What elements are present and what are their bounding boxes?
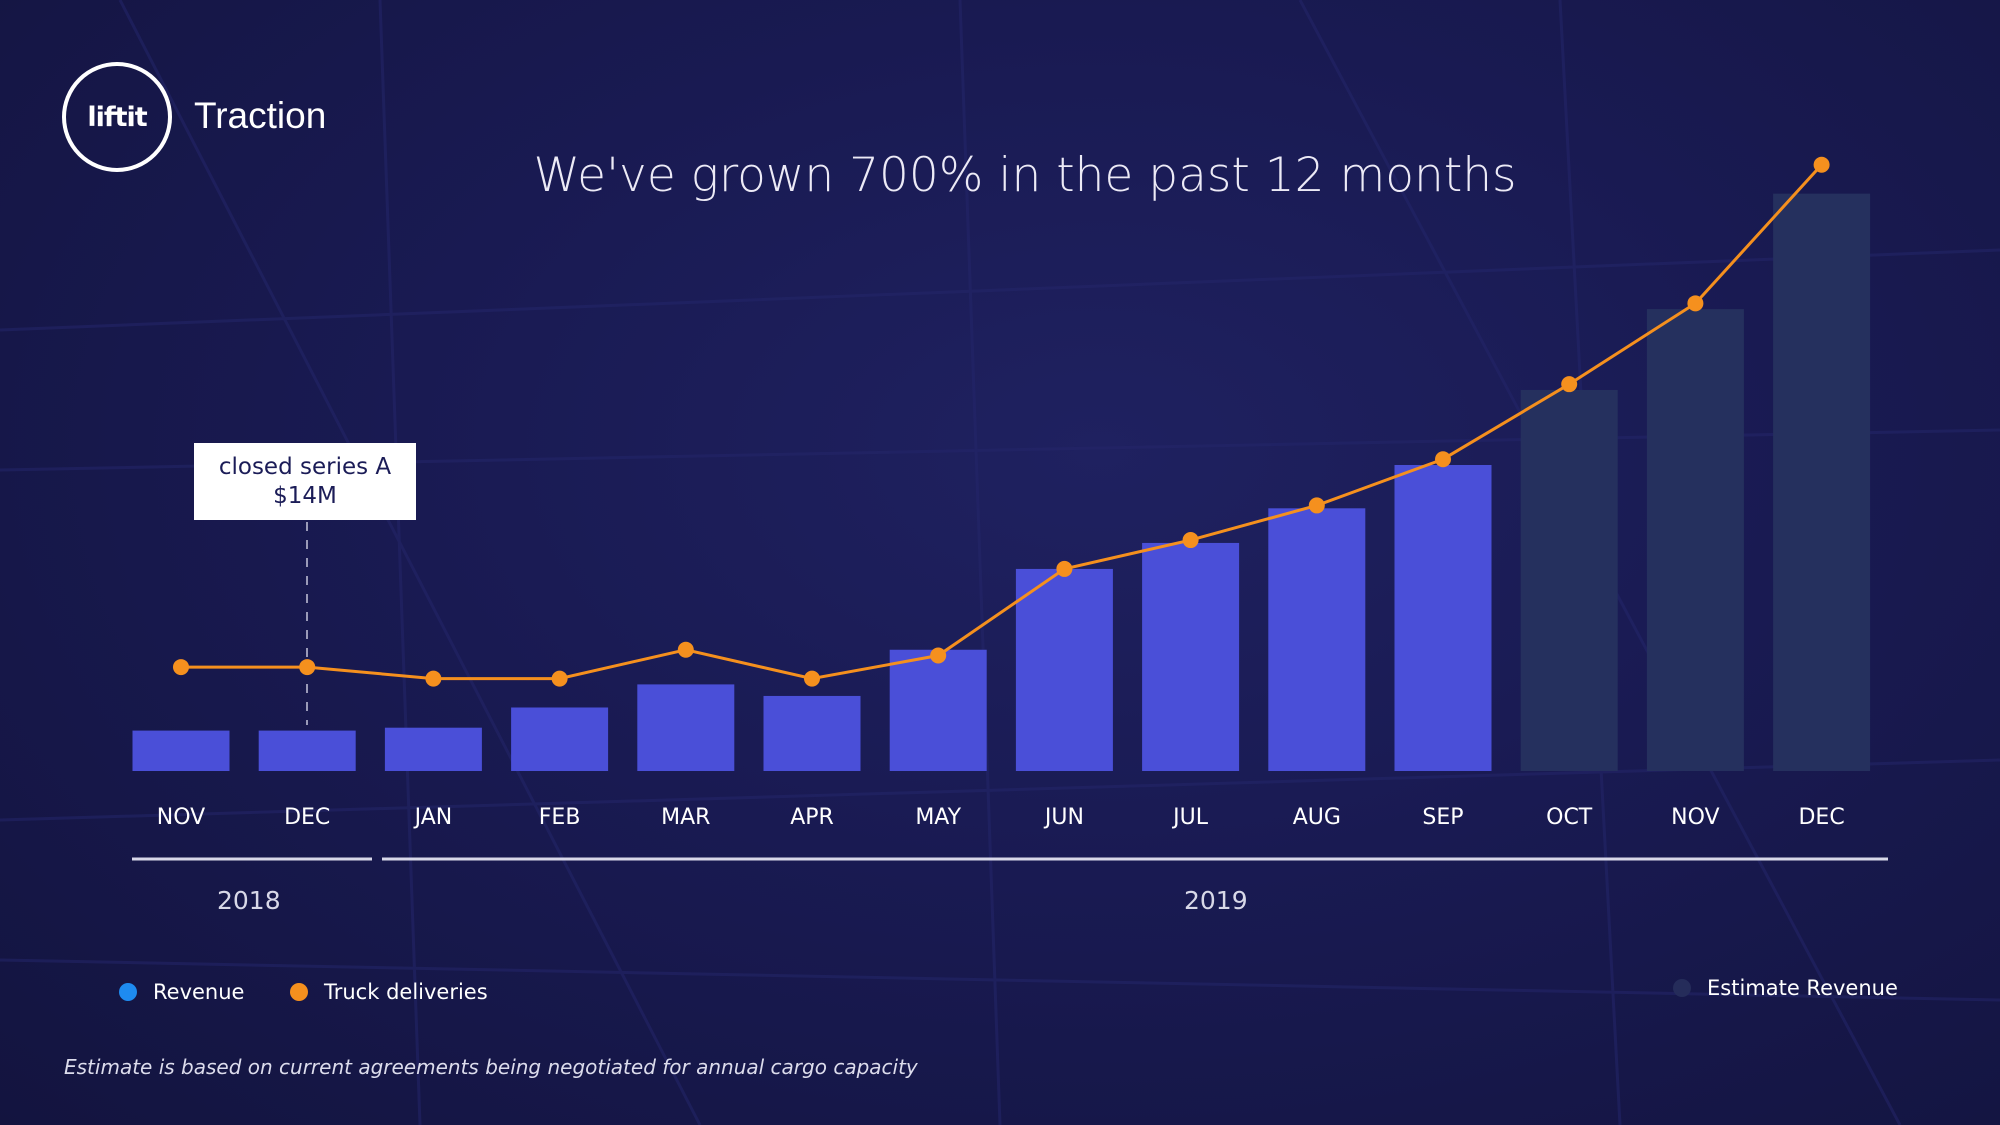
year-label-2019: 2019 bbox=[1184, 886, 1248, 915]
series-a-callout: closed series A $14M bbox=[194, 443, 416, 520]
section-title: Traction bbox=[194, 95, 327, 136]
revenue-bar-9 bbox=[1268, 508, 1366, 771]
revenue-bar-3 bbox=[511, 707, 609, 771]
year-label-2018: 2018 bbox=[217, 886, 281, 915]
truck-deliveries-point-0 bbox=[173, 659, 189, 676]
month-tick-label-13: DEC bbox=[1798, 805, 1844, 830]
revenue-bar-0 bbox=[132, 730, 230, 771]
truck-deliveries-point-11 bbox=[1561, 376, 1578, 393]
month-tick-label-6: MAY bbox=[915, 805, 961, 830]
truck-deliveries-point-3 bbox=[551, 670, 568, 687]
month-tick-label-2: JAN bbox=[413, 805, 453, 830]
callout-line-1: closed series A bbox=[218, 454, 392, 480]
liftit-logo: liftit bbox=[62, 62, 172, 172]
footnote: Estimate is based on current agreements … bbox=[64, 1055, 918, 1079]
estimate-revenue-bar-11 bbox=[1520, 389, 1618, 771]
revenue-bar-10 bbox=[1394, 465, 1492, 771]
month-tick-label-5: APR bbox=[790, 805, 834, 830]
revenue-bar-7 bbox=[1015, 568, 1113, 771]
revenue-bar-6 bbox=[889, 649, 987, 771]
month-tick-label-0: NOV bbox=[157, 805, 205, 830]
truck-deliveries-legend-dot bbox=[290, 983, 308, 1001]
legend-truck-deliveries: Truck deliveries bbox=[290, 980, 488, 1004]
estimate-revenue-bar-12 bbox=[1646, 309, 1744, 771]
truck-deliveries-point-12 bbox=[1687, 295, 1704, 312]
truck-deliveries-point-5 bbox=[804, 670, 820, 687]
month-tick-label-11: OCT bbox=[1546, 805, 1593, 830]
revenue-bar-5 bbox=[763, 695, 861, 771]
month-tick-label-3: FEB bbox=[539, 805, 581, 830]
truck-deliveries-point-9 bbox=[1308, 497, 1325, 514]
month-tick-label-4: MAR bbox=[661, 805, 710, 830]
truck-deliveries-point-7 bbox=[1056, 560, 1073, 577]
revenue-legend-dot bbox=[119, 983, 137, 1001]
truck-deliveries-point-1 bbox=[299, 659, 316, 676]
revenue-bar-8 bbox=[1142, 542, 1240, 771]
chart-headline: We've grown 700% in the past 12 months bbox=[533, 148, 1517, 203]
estimate-revenue-bar-13 bbox=[1773, 193, 1871, 772]
callout-line-2: $14M bbox=[273, 483, 337, 509]
truck-deliveries-line bbox=[181, 163, 1823, 681]
legend-estimate-revenue: Estimate Revenue bbox=[1673, 976, 1898, 1000]
legend-estimate-revenue-label: Estimate Revenue bbox=[1707, 976, 1898, 1000]
estimate-revenue-legend-dot bbox=[1673, 979, 1691, 997]
month-tick-label-12: NOV bbox=[1671, 805, 1719, 830]
legend-truck-deliveries-label: Truck deliveries bbox=[324, 980, 488, 1004]
truck-deliveries-point-2 bbox=[425, 670, 442, 687]
truck-deliveries-point-10 bbox=[1435, 451, 1451, 468]
month-tick-label-7: JUN bbox=[1043, 805, 1084, 830]
month-tick-label-1: DEC bbox=[284, 805, 330, 830]
legend-revenue-label: Revenue bbox=[153, 980, 245, 1004]
revenue-bar-2 bbox=[384, 727, 482, 771]
truck-deliveries-point-6 bbox=[930, 647, 947, 664]
truck-deliveries-point-4 bbox=[677, 641, 694, 658]
revenue-bar-1 bbox=[258, 730, 356, 771]
legend-revenue: Revenue bbox=[119, 980, 244, 1004]
truck-deliveries-point-8 bbox=[1182, 532, 1199, 549]
logo-text: liftit bbox=[87, 101, 147, 133]
truck-deliveries-point-13 bbox=[1813, 156, 1830, 173]
month-tick-label-8: JUL bbox=[1171, 805, 1209, 830]
month-tick-label-10: SEP bbox=[1422, 805, 1463, 830]
month-tick-label-9: AUG bbox=[1293, 805, 1341, 830]
revenue-bar-4 bbox=[637, 684, 735, 771]
